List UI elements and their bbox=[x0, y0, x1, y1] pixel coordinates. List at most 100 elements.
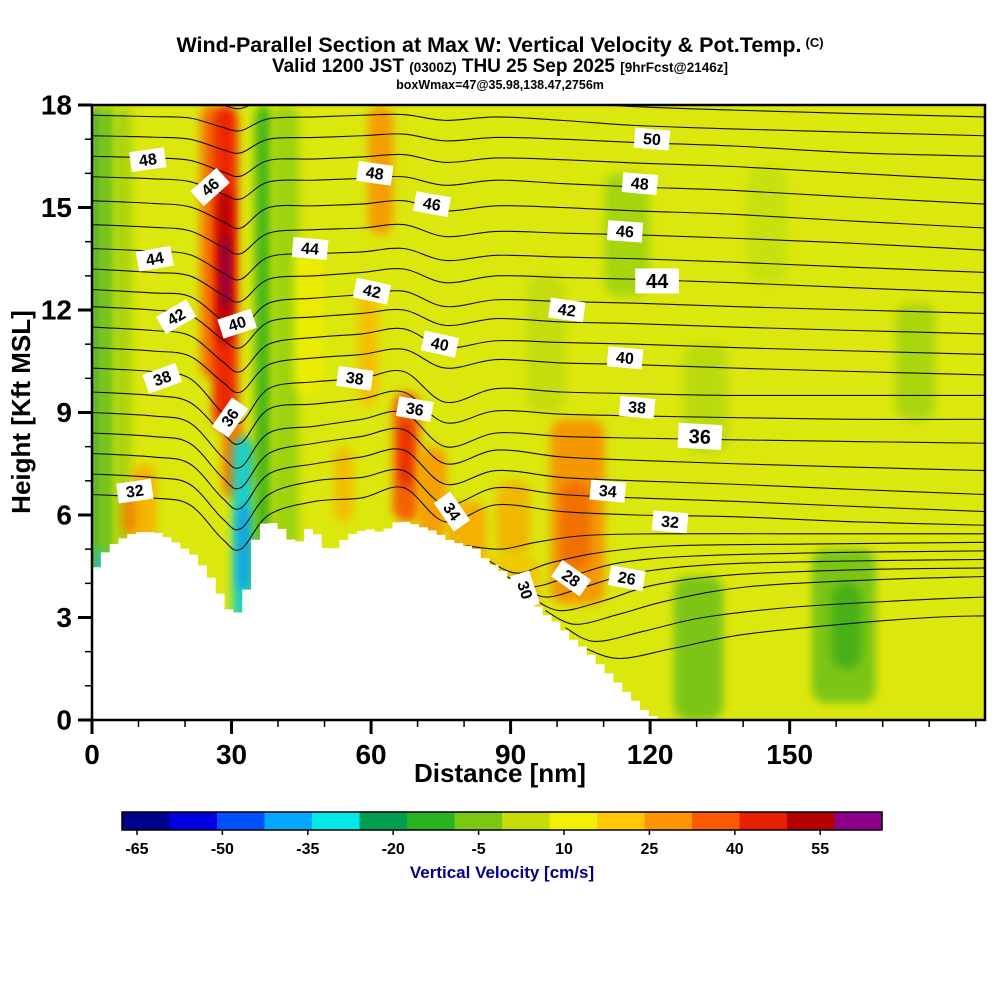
isoline-label: 44 bbox=[291, 237, 329, 260]
colorbar-segment bbox=[597, 812, 646, 830]
colorbar-tick-label: -20 bbox=[382, 841, 405, 858]
isoline-label-text: 36 bbox=[404, 400, 425, 420]
isoline-label-box bbox=[356, 160, 394, 186]
isoline-label: 46 bbox=[606, 220, 644, 243]
isoline-label-box bbox=[618, 395, 656, 419]
x-tick-label: 150 bbox=[766, 739, 813, 770]
colorbar-segment bbox=[264, 812, 313, 830]
isoline-40 bbox=[92, 326, 985, 373]
isoline-label: 34 bbox=[589, 479, 627, 503]
y-tick-label: 0 bbox=[56, 705, 72, 736]
isoline-label: 40 bbox=[420, 330, 460, 358]
isoline-label: 48 bbox=[129, 147, 167, 173]
terrain-mask bbox=[92, 521, 665, 720]
isoline-label: 32 bbox=[116, 478, 154, 504]
isoline-label-text: 40 bbox=[429, 335, 450, 355]
isoline-label-box bbox=[420, 330, 460, 358]
isoline-label-text: 32 bbox=[660, 514, 679, 532]
y-tick-label: 9 bbox=[56, 397, 72, 428]
isoline-28 bbox=[515, 558, 985, 598]
isoline-25 bbox=[565, 596, 985, 642]
isoline-43 bbox=[92, 268, 985, 303]
isoline-label: 48 bbox=[621, 172, 659, 196]
isoline-35 bbox=[92, 427, 985, 490]
isoline-label-box bbox=[548, 297, 586, 323]
fill-region bbox=[747, 166, 788, 283]
isoline-label-text: 50 bbox=[642, 131, 661, 149]
isoline-label-text: 38 bbox=[627, 399, 646, 417]
isoline-label-box bbox=[635, 268, 679, 294]
isoline-27 bbox=[530, 567, 985, 612]
fill-region bbox=[121, 494, 137, 536]
isoline-label-text: 42 bbox=[557, 301, 577, 320]
colorbar-segment bbox=[549, 812, 598, 830]
y-tick-label: 15 bbox=[41, 192, 72, 223]
x-axis-title: Distance [nm] bbox=[414, 758, 586, 788]
isoline-label-box bbox=[211, 397, 249, 438]
colorbar-tick-label: -65 bbox=[125, 841, 148, 858]
colorbar-tick-label: -35 bbox=[296, 841, 319, 858]
colorbar-segment bbox=[787, 812, 836, 830]
isoline-label: 38 bbox=[618, 395, 656, 419]
colorbar-tick-label: 55 bbox=[811, 841, 829, 858]
colorbar-label: Vertical Velocity [cm/s] bbox=[410, 863, 594, 882]
chart-title: Wind-Parallel Section at Max W: Vertical… bbox=[176, 33, 823, 57]
isoline-label-text: 42 bbox=[361, 282, 382, 302]
x-tick-label: 120 bbox=[627, 739, 674, 770]
isoline-label-box bbox=[589, 479, 627, 503]
isoline-51 bbox=[219, 105, 985, 118]
isoline-label: 32 bbox=[651, 510, 689, 534]
isoline-labels-layer: 48 46 48 46 50 48 44 44 46 44 42 40 42 42 40 38 36 38 40 36… bbox=[116, 127, 723, 610]
isoline-label: 42 bbox=[352, 277, 392, 305]
isoline-label-box bbox=[651, 510, 689, 534]
x-tick-label: 0 bbox=[84, 739, 100, 770]
fill-region bbox=[417, 446, 447, 543]
y-tick-label: 3 bbox=[56, 602, 72, 633]
fill-region bbox=[333, 446, 354, 522]
isoline-label-text: 34 bbox=[598, 483, 617, 501]
isoline-label-box bbox=[142, 362, 183, 394]
isoline-label: 26 bbox=[607, 565, 646, 592]
isoline-label-text: 38 bbox=[345, 370, 365, 389]
isoline-label-box bbox=[550, 559, 592, 597]
isoline-42 bbox=[92, 288, 985, 331]
isoline-label-box bbox=[413, 191, 451, 217]
isoline-label-text: 44 bbox=[300, 240, 319, 258]
isoline-label: 42 bbox=[156, 299, 197, 335]
isoline-31 bbox=[466, 533, 985, 550]
isoline-label: 36 bbox=[395, 396, 434, 422]
isoline-label-box bbox=[510, 570, 540, 610]
colorbar-tick-label: 10 bbox=[555, 841, 573, 858]
isoline-label-box bbox=[606, 346, 644, 370]
y-tick-label: 18 bbox=[41, 90, 72, 121]
fill-region bbox=[831, 583, 862, 669]
colorbar-segment bbox=[454, 812, 503, 830]
fill-region bbox=[221, 234, 230, 310]
colorbar-tick-label: -5 bbox=[471, 841, 485, 858]
isoline-46 bbox=[92, 199, 985, 230]
isoline-30 bbox=[486, 541, 985, 574]
isoline-38 bbox=[92, 367, 985, 425]
fill-region bbox=[271, 105, 299, 550]
isoline-label-text: 48 bbox=[365, 165, 385, 184]
y-axis-title: Height [Kft MSL] bbox=[6, 310, 36, 514]
colorbar-segment bbox=[834, 812, 883, 830]
isoline-label: 36 bbox=[677, 422, 723, 451]
x-tick-label: 60 bbox=[355, 739, 386, 770]
isoline-label-box bbox=[621, 172, 659, 196]
isoline-label-box bbox=[135, 245, 174, 272]
isoline-label: 44 bbox=[135, 245, 174, 272]
isoline-label: 44 bbox=[635, 268, 679, 294]
colorbar-segment bbox=[122, 812, 171, 830]
colorbar-tick-label: 25 bbox=[641, 841, 659, 858]
isoline-label-text: 26 bbox=[616, 569, 637, 589]
colorbar-segment bbox=[739, 812, 788, 830]
isoline-label: 46 bbox=[413, 191, 451, 217]
isoline-39 bbox=[92, 347, 985, 394]
colorbar-tick-label: 40 bbox=[726, 841, 744, 858]
isoline-label: 46 bbox=[190, 167, 230, 207]
isoline-44 bbox=[92, 247, 985, 281]
isoline-label: 50 bbox=[633, 127, 671, 151]
